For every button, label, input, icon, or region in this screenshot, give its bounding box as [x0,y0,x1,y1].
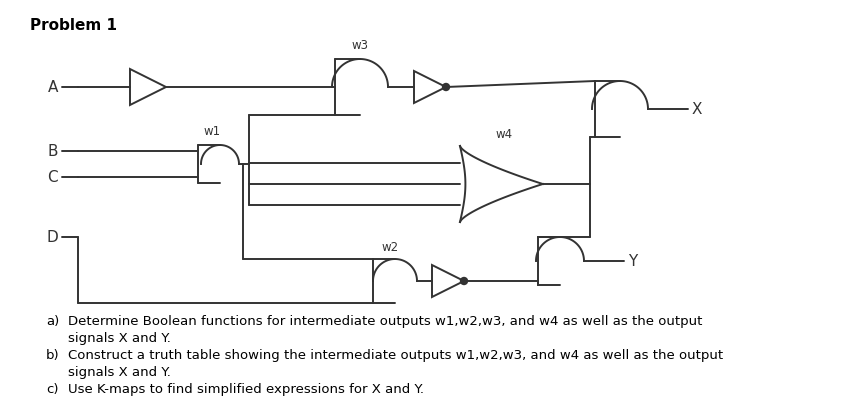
Text: a): a) [46,314,59,327]
Text: C: C [48,170,58,185]
Text: B: B [48,144,58,159]
Text: D: D [46,230,58,245]
Text: signals X and Y.: signals X and Y. [68,331,171,344]
Text: A: A [48,80,58,95]
Text: c): c) [46,382,59,395]
Text: signals X and Y.: signals X and Y. [68,365,171,378]
Text: Y: Y [628,254,637,269]
Circle shape [461,278,468,285]
Text: w4: w4 [495,128,512,141]
Text: w3: w3 [352,39,369,52]
Text: b): b) [46,348,60,361]
Text: Problem 1: Problem 1 [30,18,117,33]
Text: Use K-maps to find simplified expressions for X and Y.: Use K-maps to find simplified expression… [68,382,424,395]
Circle shape [443,84,449,91]
Text: X: X [692,102,702,117]
Text: w2: w2 [381,240,398,254]
Text: Determine Boolean functions for intermediate outputs w1,w2,w3, and w4 as well as: Determine Boolean functions for intermed… [68,314,702,327]
Text: Construct a truth table showing the intermediate outputs w1,w2,w3, and w4 as wel: Construct a truth table showing the inte… [68,348,723,361]
Text: w1: w1 [203,125,220,138]
